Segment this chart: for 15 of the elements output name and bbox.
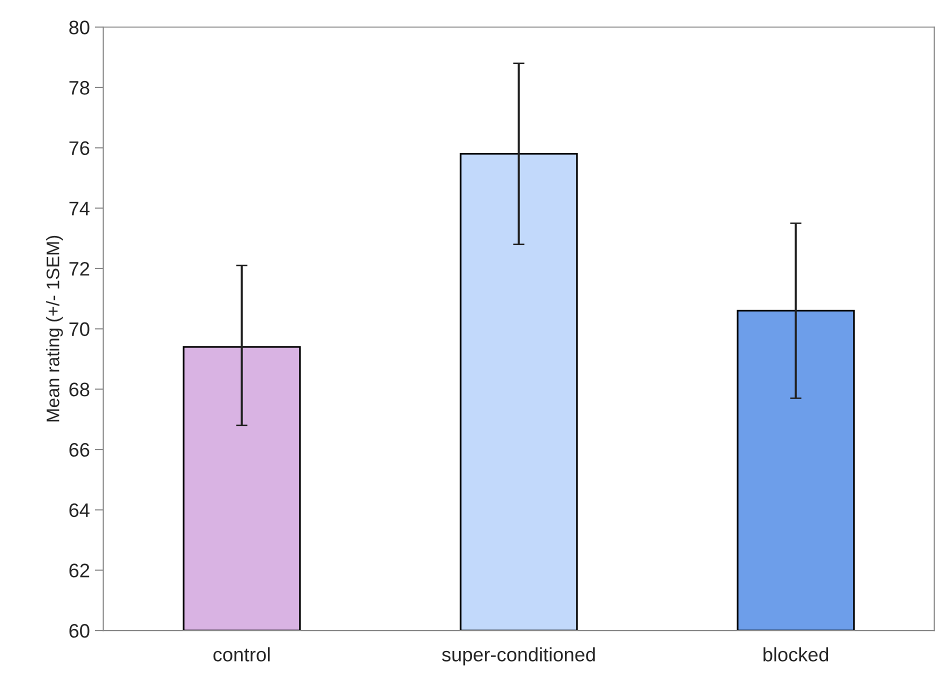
y-tick-label: 62 <box>69 564 90 578</box>
y-tick-label: 72 <box>69 262 90 276</box>
x-tick-label: control <box>213 647 270 662</box>
y-tick-label: 66 <box>69 442 90 457</box>
y-tick-label: 64 <box>69 503 90 518</box>
y-tick-label: 70 <box>69 322 90 336</box>
x-tick-label: blocked <box>764 647 828 662</box>
y-tick-label: 74 <box>69 202 90 216</box>
y-tick-label: 78 <box>69 80 90 95</box>
x-tick-label: super-conditioned <box>442 647 595 666</box>
y-tick-label: 80 <box>69 20 90 34</box>
y-tick-label: 60 <box>69 624 90 638</box>
y-tick-label: 76 <box>69 141 90 156</box>
y-tick-label: 68 <box>69 382 90 396</box>
y-axis-title: Mean rating (+/- 1SEM) <box>46 236 63 422</box>
